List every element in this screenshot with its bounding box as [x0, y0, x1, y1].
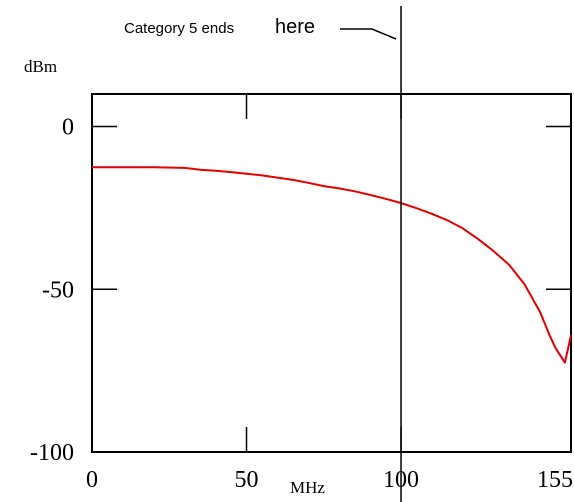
series-line-0	[92, 166, 572, 364]
annotation-text-large: here	[275, 16, 315, 38]
plot-frame	[91, 93, 572, 453]
y-tick-label: -100	[30, 440, 74, 466]
axes	[91, 93, 572, 453]
y-axis-unit-label: dBm	[24, 57, 57, 76]
annotation-text-small: Category 5 ends	[124, 20, 234, 37]
y-tick-label: -50	[42, 277, 74, 303]
x-tick-label: 100	[383, 467, 419, 493]
annotation-leader-line	[340, 28, 397, 40]
x-tick-label: 50	[235, 467, 259, 493]
annotation-layer	[340, 6, 402, 502]
y-tick-label: 0	[62, 115, 74, 141]
labels: dBm MHz Category 5 ends here 0 -50 -100 0 50…	[24, 16, 573, 497]
series-layer	[92, 166, 572, 364]
x-axis-unit-label: MHz	[290, 478, 325, 497]
x-tick-label: 0	[86, 467, 98, 493]
x-tick-label: 155	[537, 467, 573, 493]
